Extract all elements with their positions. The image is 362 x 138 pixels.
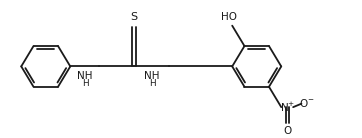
- Text: H: H: [82, 79, 89, 88]
- Text: O: O: [283, 126, 292, 136]
- Text: O$^{-}$: O$^{-}$: [299, 97, 314, 109]
- Text: HO: HO: [221, 11, 237, 22]
- Text: NH: NH: [144, 71, 160, 81]
- Text: S: S: [131, 12, 138, 22]
- Text: N$^{+}$: N$^{+}$: [280, 101, 295, 114]
- Text: NH: NH: [77, 71, 92, 81]
- Text: H: H: [150, 79, 156, 88]
